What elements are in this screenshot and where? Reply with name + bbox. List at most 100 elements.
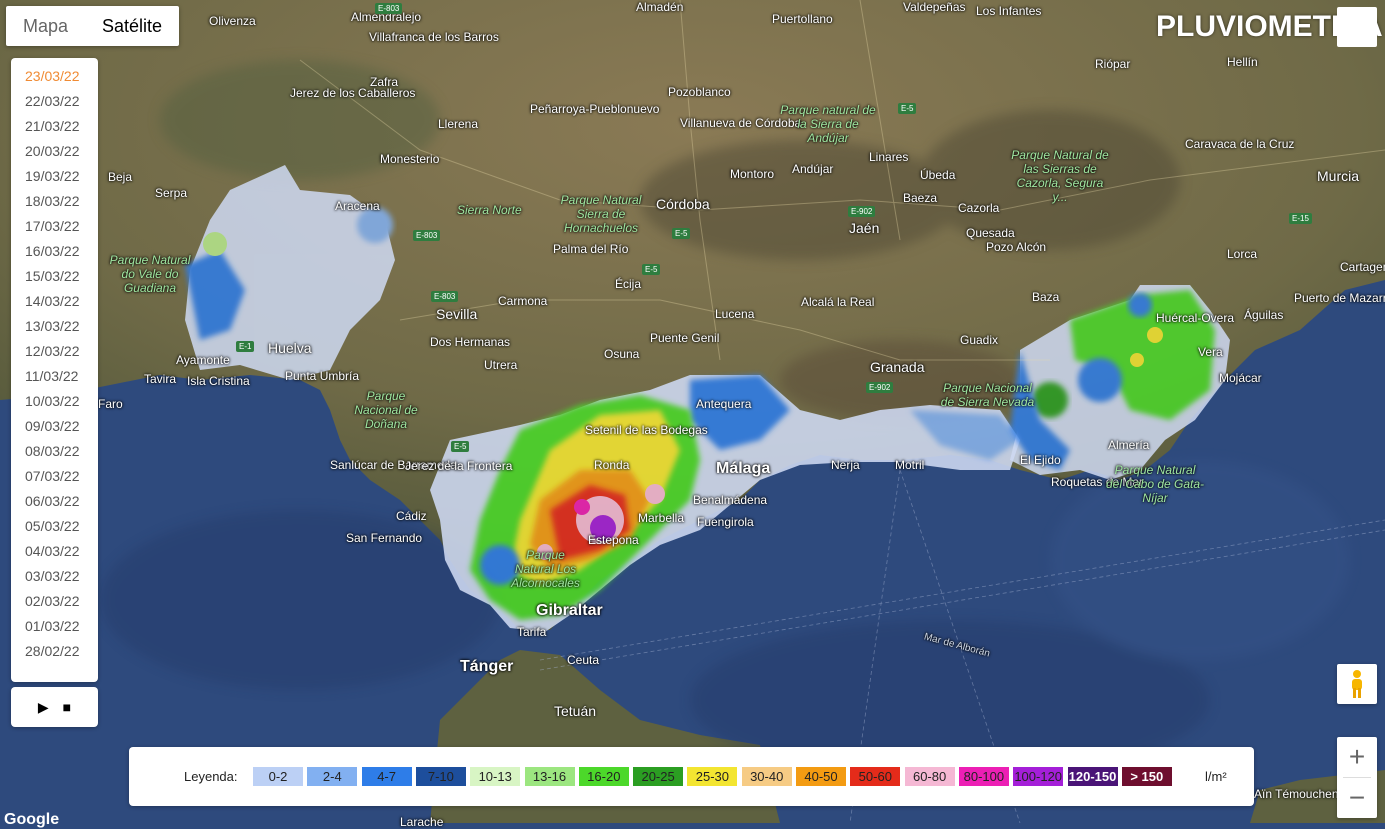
place-label: Córdoba [656,196,710,212]
date-item[interactable]: 07/03/22 [25,468,80,484]
place-label: Aïn Témouchent [1254,787,1342,801]
place-label: Carmona [498,294,548,308]
rain-overlay-almeria [1010,285,1230,480]
date-item[interactable]: 01/03/22 [25,618,80,634]
legend-swatch: 7-10 [415,767,466,786]
place-label: Setenil de las Bodegas [585,423,708,437]
date-item[interactable]: 04/03/22 [25,543,80,559]
date-item[interactable]: 18/03/22 [25,193,80,209]
place-label: Alcalá la Real [801,295,875,309]
legend-swatch: 2-4 [307,767,358,786]
place-label: Estepona [588,533,639,547]
date-item[interactable]: 21/03/22 [25,118,80,134]
place-label: Llerena [438,117,479,131]
place-label: Murcia [1317,168,1360,184]
road-shield: E-902 [866,382,894,393]
place-label: Cazorla [958,201,1000,215]
place-label: Ayamonte [176,353,230,367]
legend-swatch: 0-2 [253,767,303,786]
date-item[interactable]: 11/03/22 [25,368,79,384]
place-label: Caravaca de la Cruz [1185,137,1295,151]
zoom-control: + − [1337,737,1377,818]
park-label: Parque Natural do Vale do Guadiana [109,253,191,295]
fullscreen-button[interactable] [1337,7,1377,47]
place-label: Tánger [460,658,514,675]
place-label: Motril [895,458,925,472]
playback-controls: ▶ ■ [11,687,98,727]
road-shield: E-1 [236,341,255,352]
legend-swatch: 13-16 [524,767,575,786]
legend-swatch: 80-100 [958,767,1009,786]
date-item[interactable]: 09/03/22 [25,418,80,434]
place-label: Sanlúcar de Barrameda [330,458,457,472]
stop-icon[interactable]: ■ [62,699,72,715]
legend-swatch: 25-30 [687,767,738,786]
date-item[interactable]: 10/03/22 [25,393,80,409]
legend-swatch: 4-7 [361,767,412,786]
place-label: Jaén [849,220,880,236]
place-label: Tetuán [554,703,597,719]
date-item[interactable]: 28/02/22 [25,643,80,659]
place-label: Málaga [716,460,771,477]
place-label: Montoro [730,167,775,181]
map-type-satellite-button[interactable]: Satélite [102,16,163,36]
park-label: Parque Natural Los Alcornocales [511,548,580,590]
place-label: Riópar [1095,57,1131,71]
place-label: Ceuta [567,653,600,667]
date-item[interactable]: 15/03/22 [25,268,80,284]
legend-unit: l/m² [1205,769,1227,784]
place-label: Cartagena [1340,260,1385,274]
rain-overlay-huelva [185,165,395,380]
date-item[interactable]: 13/03/22 [25,318,80,334]
place-label: Beja [108,170,133,184]
place-label: San Fernando [346,531,423,545]
legend-swatch: 50-60 [850,767,901,786]
legend-swatch: 20-25 [633,767,684,786]
legend-swatch: > 150 [1121,767,1172,786]
place-label: Almería [1108,438,1150,452]
zoom-out-button[interactable]: − [1348,782,1366,813]
date-item[interactable]: 06/03/22 [25,493,80,509]
place-label: Baeza [903,191,938,205]
date-item[interactable]: 19/03/22 [25,168,80,184]
place-label: Puente Genil [650,331,720,345]
date-item[interactable]: 08/03/22 [25,443,80,459]
place-label: Baza [1032,290,1060,304]
date-item[interactable]: 22/03/22 [25,93,80,109]
date-item[interactable]: 23/03/22 [25,68,80,84]
place-label: Osuna [604,347,640,361]
road-shield: E-902 [848,206,876,217]
road-shield: E-5 [642,264,661,275]
place-label: Ronda [594,458,630,472]
place-label: Utrera [484,358,518,372]
legend-swatch: 100-120 [1013,767,1064,786]
date-item[interactable]: 17/03/22 [25,218,80,234]
map-type-map-button[interactable]: Mapa [23,16,69,36]
place-label: Lucena [715,307,755,321]
date-item[interactable]: 03/03/22 [25,568,80,584]
date-item[interactable]: 12/03/22 [25,343,80,359]
place-label: Vera [1198,345,1223,359]
place-label: Serpa [155,186,188,200]
place-label: Águilas [1244,308,1284,322]
date-item[interactable]: 20/03/22 [25,143,80,159]
road-shield: E-803 [431,291,459,302]
place-label: Andújar [792,162,834,176]
play-icon[interactable]: ▶ [37,698,49,715]
zoom-in-button[interactable]: + [1348,741,1366,772]
place-label: Almendralejo [351,10,422,24]
place-label: Huelva [268,340,312,356]
legend-swatch: 40-50 [796,767,846,786]
date-item[interactable]: 14/03/22 [25,293,80,309]
place-label: Punta Umbría [285,369,360,383]
place-label: Nerja [831,458,860,472]
road-shield: E-5 [672,228,691,239]
park-label: Parque Natural Sierra de Hornachuelos [560,193,642,235]
place-label: Aracena [335,199,380,213]
date-item[interactable]: 16/03/22 [25,243,80,259]
park-label: Parque natural de la Sierra de Andújar [780,103,876,145]
date-item[interactable]: 02/03/22 [25,593,80,609]
date-item[interactable]: 05/03/22 [25,518,80,534]
map-type-control: Mapa Satélite [6,6,180,46]
street-view-pegman[interactable] [1337,664,1377,704]
